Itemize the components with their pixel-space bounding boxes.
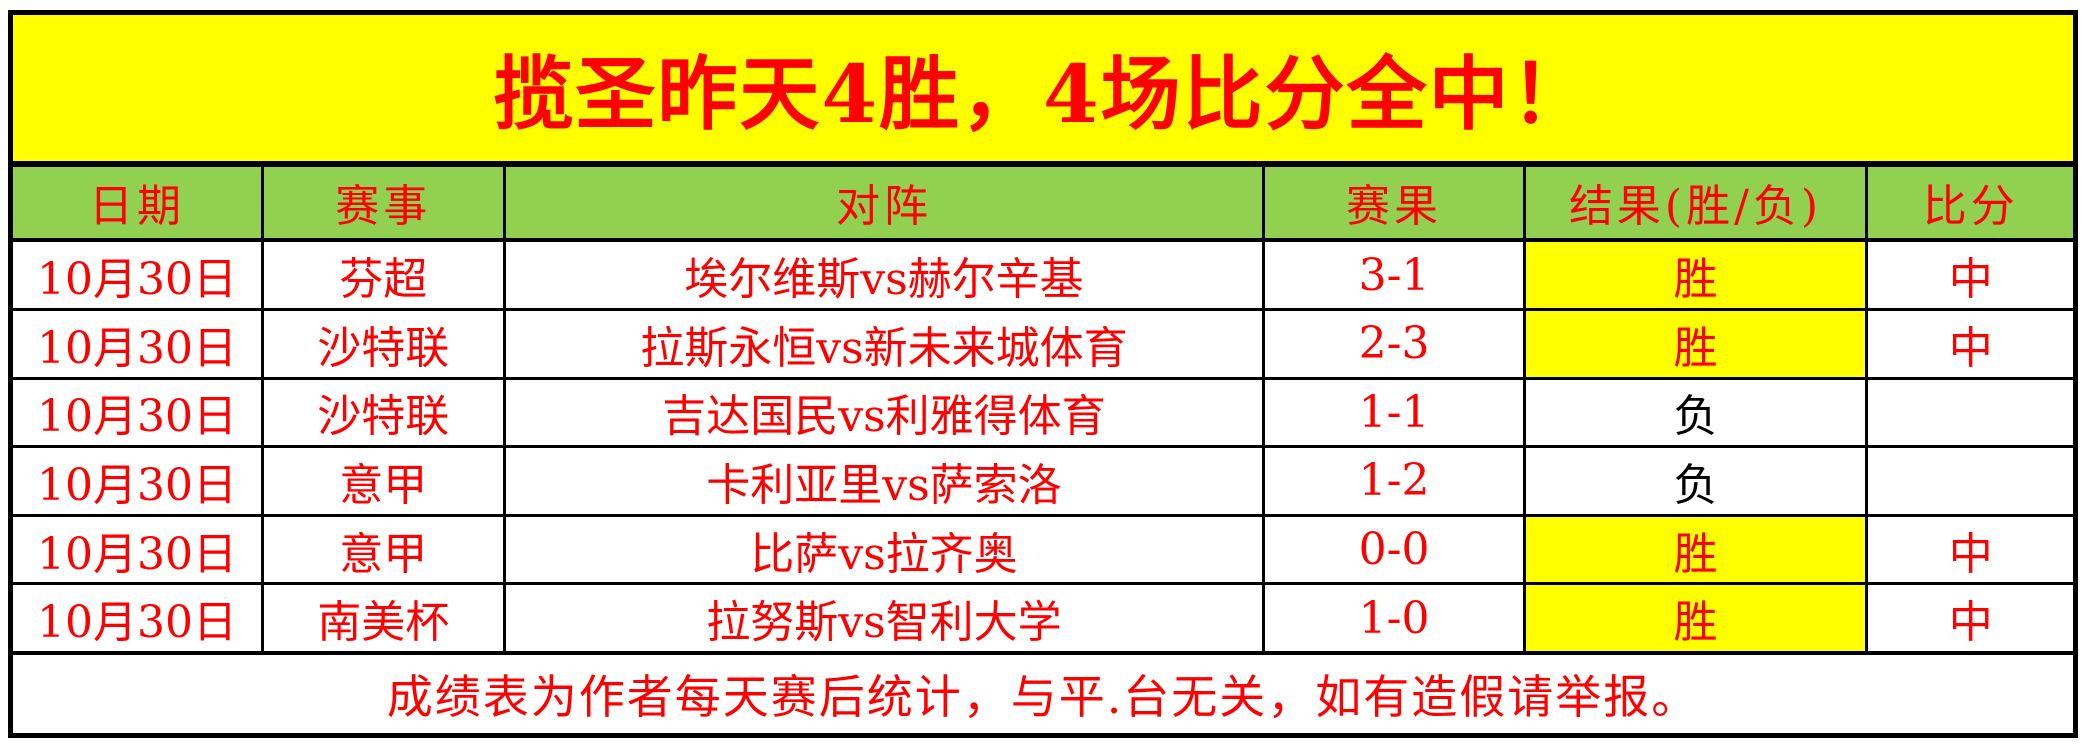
- table-row: 10月30日 沙特联 拉斯永恒vs新未来城体育 2-3 胜 中: [9, 307, 2077, 380]
- column-header-league: 赛事: [260, 162, 506, 243]
- header-row: 日期 赛事 对阵 赛果 结果(胜/负) 比分: [9, 162, 2077, 243]
- score-cell: 1-0: [1262, 582, 1526, 655]
- hit-cell: [1865, 445, 2077, 517]
- date-cell: 10月30日: [9, 445, 264, 517]
- hit-cell: 中: [1865, 307, 2077, 380]
- title-row: 揽圣昨天4胜，4场比分全中！: [9, 10, 2077, 167]
- score-cell: 0-0: [1262, 513, 1526, 586]
- column-header-date: 日期: [9, 162, 264, 243]
- table-row: 10月30日 意甲 卡利亚里vs萨索洛 1-2 负: [9, 445, 2077, 517]
- hit-cell: [1865, 376, 2077, 449]
- table-row: 10月30日 南美杯 拉努斯vs智利大学 1-0 胜 中: [9, 582, 2077, 655]
- result-cell: 胜: [1522, 307, 1869, 380]
- match-cell: 比萨vs拉齐奥: [502, 513, 1266, 586]
- match-cell: 拉斯永恒vs新未来城体育: [502, 307, 1266, 380]
- banner-title: 揽圣昨天4胜，4场比分全中！: [9, 10, 2077, 167]
- league-cell: 南美杯: [260, 582, 506, 655]
- league-cell: 沙特联: [260, 376, 506, 449]
- league-cell: 意甲: [260, 513, 506, 586]
- score-cell: 1-2: [1262, 445, 1526, 517]
- results-board: 揽圣昨天4胜，4场比分全中！ 日期 赛事 对阵 赛果 结果(胜/负) 比分 10…: [8, 10, 2078, 738]
- results-table: 揽圣昨天4胜，4场比分全中！ 日期 赛事 对阵 赛果 结果(胜/负) 比分 10…: [8, 10, 2078, 738]
- table-row: 10月30日 沙特联 吉达国民vs利雅得体育 1-1 负: [9, 376, 2077, 449]
- result-cell: 胜: [1522, 238, 1869, 311]
- result-cell: 胜: [1522, 582, 1869, 655]
- result-cell: 负: [1522, 445, 1869, 517]
- column-header-match: 对阵: [502, 162, 1266, 243]
- date-cell: 10月30日: [9, 376, 264, 449]
- league-cell: 芬超: [260, 238, 506, 311]
- match-cell: 吉达国民vs利雅得体育: [502, 376, 1266, 449]
- match-cell: 卡利亚里vs萨索洛: [502, 445, 1266, 517]
- result-cell: 负: [1522, 376, 1869, 449]
- table-row: 10月30日 意甲 比萨vs拉齐奥 0-0 胜 中: [9, 513, 2077, 586]
- hit-cell: 中: [1865, 582, 2077, 655]
- date-cell: 10月30日: [9, 307, 264, 380]
- column-header-result: 结果(胜/负): [1522, 162, 1869, 243]
- hit-cell: 中: [1865, 513, 2077, 586]
- date-cell: 10月30日: [9, 582, 264, 655]
- column-header-hit: 比分: [1865, 162, 2077, 243]
- footer-disclaimer: 成绩表为作者每天赛后统计，与平.台无关，如有造假请举报。: [9, 651, 2077, 738]
- footer-row: 成绩表为作者每天赛后统计，与平.台无关，如有造假请举报。: [9, 651, 2077, 738]
- score-cell: 3-1: [1262, 238, 1526, 311]
- match-cell: 拉努斯vs智利大学: [502, 582, 1266, 655]
- league-cell: 意甲: [260, 445, 506, 517]
- score-cell: 1-1: [1262, 376, 1526, 449]
- date-cell: 10月30日: [9, 513, 264, 586]
- column-header-score: 赛果: [1262, 162, 1526, 243]
- date-cell: 10月30日: [9, 238, 264, 311]
- match-cell: 埃尔维斯vs赫尔辛基: [502, 238, 1266, 311]
- hit-cell: 中: [1865, 238, 2077, 311]
- score-cell: 2-3: [1262, 307, 1526, 380]
- league-cell: 沙特联: [260, 307, 506, 380]
- table-row: 10月30日 芬超 埃尔维斯vs赫尔辛基 3-1 胜 中: [9, 238, 2077, 311]
- result-cell: 胜: [1522, 513, 1869, 586]
